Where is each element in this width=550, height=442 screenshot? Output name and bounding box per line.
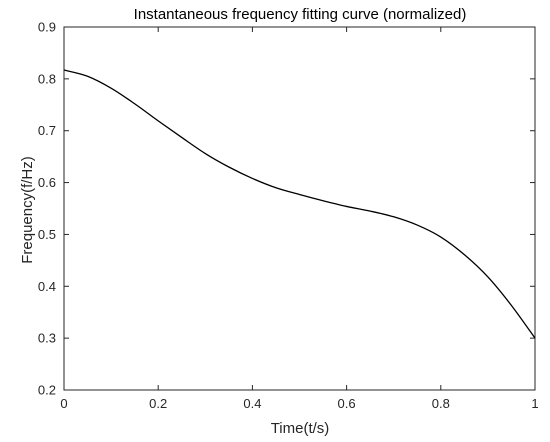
x-tick-label: 0.8 (432, 396, 450, 411)
y-tick-label: 0.2 (38, 383, 56, 398)
chart-title: Instantaneous frequency fitting curve (n… (134, 6, 467, 23)
x-axis-ticks: 0 0.2 0.4 0.6 0.8 1 (60, 27, 539, 411)
y-tick-label: 0.6 (38, 175, 56, 190)
x-axis-label: Time(t/s) (271, 420, 330, 437)
y-tick-label: 0.8 (38, 71, 56, 86)
y-tick-label: 0.9 (38, 20, 56, 35)
y-axis-ticks: 0.2 0.3 0.4 0.5 0.6 0.7 0.8 0.9 (38, 20, 535, 398)
series-layer (63, 69, 536, 339)
y-tick-label: 0.4 (38, 279, 56, 294)
x-tick-label: 0.6 (338, 396, 356, 411)
y-axis-label: Frequency(f/Hz) (19, 156, 36, 264)
frequency-series-line (63, 69, 536, 339)
x-tick-label: 1 (531, 396, 538, 411)
x-tick-label: 0 (60, 396, 67, 411)
x-tick-label: 0.4 (243, 396, 261, 411)
y-tick-label: 0.7 (38, 123, 56, 138)
x-tick-label: 0.2 (149, 396, 167, 411)
y-tick-label: 0.3 (38, 331, 56, 346)
plot-area (63, 26, 536, 391)
y-tick-label: 0.5 (38, 227, 56, 242)
